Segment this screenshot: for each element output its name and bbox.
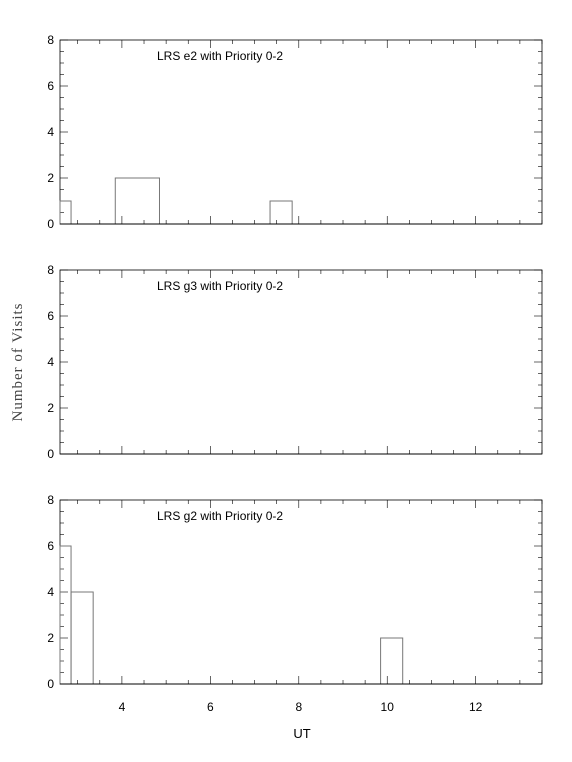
y-tick-label: 8 — [47, 263, 54, 277]
x-axis-title: UT — [293, 726, 310, 741]
x-tick-label: 10 — [381, 700, 395, 714]
panel-3: 0 2 4 6 8 LRS g2 with Priority 0-2 — [47, 493, 543, 691]
y-tick-label: 2 — [47, 631, 54, 645]
panel-2: 0 2 4 6 8 LRS g3 with Priority 0-2 — [47, 263, 543, 461]
y-tick-label: 2 — [47, 401, 54, 415]
panel-1: 0 2 4 6 8 LRS e2 with Priority 0-2 — [47, 33, 543, 231]
y-tick-label: 6 — [47, 539, 54, 553]
y-tick-label: 0 — [47, 677, 54, 691]
y-tick-label: 4 — [47, 125, 54, 139]
y-tick-label: 8 — [47, 33, 54, 47]
y-tick-label: 6 — [47, 309, 54, 323]
x-tick-label: 6 — [207, 700, 214, 714]
y-tick-label: 8 — [47, 493, 54, 507]
panel-title: LRS e2 with Priority 0-2 — [157, 49, 283, 63]
histogram-bin — [70, 591, 94, 684]
panel-title: LRS g3 with Priority 0-2 — [157, 279, 283, 293]
y-tick-label: 2 — [47, 171, 54, 185]
y-tick-label: 6 — [47, 79, 54, 93]
panel-title: LRS g2 with Priority 0-2 — [157, 509, 283, 523]
y-tick-label: 0 — [47, 217, 54, 231]
histogram-bin — [380, 637, 404, 684]
panels-group: 0 2 4 6 8 LRS e2 with Priority 0-2 0 2 4 6 8 LRS g3… — [47, 33, 543, 714]
y-tick-label: 4 — [47, 585, 54, 599]
histogram-bin — [59, 200, 72, 224]
x-tick-label: 8 — [295, 700, 302, 714]
histogram-bin — [269, 200, 293, 224]
plot-frame — [59, 499, 543, 685]
y-tick-label: 4 — [47, 355, 54, 369]
x-tick-label: 4 — [119, 700, 126, 714]
y-axis-title: Number of Visits — [10, 303, 26, 422]
y-tick-label: 0 — [47, 447, 54, 461]
histogram-bin — [114, 177, 160, 224]
plot-frame — [59, 39, 543, 225]
plot-frame — [59, 269, 543, 455]
x-tick-label: 12 — [469, 700, 483, 714]
